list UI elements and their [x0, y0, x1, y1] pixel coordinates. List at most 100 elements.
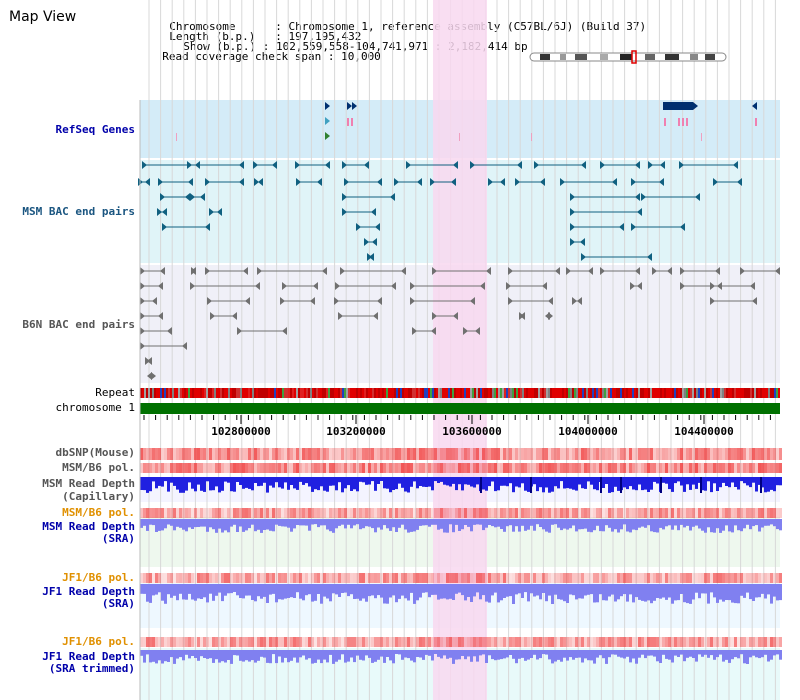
msm-b6-pol-density-cell — [530, 463, 533, 473]
msm-capillary-depth-bar — [353, 477, 356, 490]
msm-sra-depth-bar — [482, 519, 485, 531]
bac-end-marker — [750, 282, 755, 290]
jf1-sra-depth-bar — [647, 584, 650, 601]
jf1-trimmed-depth-bar — [236, 650, 239, 656]
repeat-element — [700, 388, 702, 398]
repeat-element — [206, 388, 208, 398]
jf1-sra-depth-bar — [290, 584, 293, 598]
dbsnp-density-cell — [578, 448, 581, 460]
msm-b6-pol-density-cell — [143, 508, 146, 518]
msm-b6-pol-density-cell — [329, 508, 332, 518]
jf1-b6-pol-density-cell — [470, 573, 473, 583]
msm-capillary-depth-bar — [686, 477, 689, 485]
jf1-b6-pol-density-cell — [236, 573, 239, 583]
bac-end-marker — [338, 312, 343, 320]
repeat-element — [396, 388, 398, 398]
bac-end-marker — [372, 238, 377, 246]
jf1-b6-pol-density-cell — [158, 573, 161, 583]
bac-end-marker — [506, 282, 511, 290]
msm-sra-depth-bar — [287, 519, 290, 528]
jf1-sra-depth-bar — [149, 584, 152, 603]
repeat-element — [346, 388, 348, 398]
msm-b6-pol-density-cell — [140, 508, 143, 518]
jf1-trimmed-depth-bar — [260, 650, 263, 657]
jf1-b6-pol-density-cell — [410, 637, 413, 647]
msm-sra-depth-bar — [671, 519, 674, 530]
repeat-element — [374, 388, 376, 398]
repeat-element — [404, 388, 406, 398]
msm-sra-depth-bar — [608, 519, 611, 528]
jf1-b6-pol-density-cell — [473, 637, 476, 647]
dbsnp-density-cell — [716, 448, 719, 460]
jf1-b6-pol-density-cell — [395, 573, 398, 583]
track-label-msm-bac[interactable]: MSM BAC end pairs — [22, 205, 135, 218]
dbsnp-density-cell — [416, 448, 419, 460]
jf1-b6-pol-density-cell — [272, 573, 275, 583]
jf1-b6-pol-density-cell — [632, 573, 635, 583]
msm-capillary-depth-bar — [698, 477, 701, 483]
jf1-sra-depth-bar — [266, 584, 269, 603]
msm-sra-depth-bar — [368, 519, 371, 527]
msm-b6-pol-density-cell — [488, 463, 491, 473]
dbsnp-density-cell — [371, 448, 374, 460]
track-label-jf1-pol-2: JF1/B6 pol. — [62, 635, 135, 648]
jf1-trimmed-depth-bar — [290, 650, 293, 661]
msm-sra-depth-bar — [386, 519, 389, 529]
msm-b6-pol-density-cell — [407, 463, 410, 473]
repeat-element — [434, 388, 436, 398]
jf1-trimmed-depth-bar — [698, 650, 701, 655]
ideogram-band — [540, 54, 550, 60]
jf1-b6-pol-density-cell — [143, 573, 146, 583]
msm-sra-depth-bar — [476, 519, 479, 525]
axis-tick-label: 102800000 — [211, 425, 271, 438]
repeat-element — [722, 388, 724, 398]
bac-end-marker — [371, 208, 376, 216]
jf1-sra-depth-bar — [212, 584, 215, 601]
jf1-b6-pol-density-cell — [692, 637, 695, 647]
bac-end-marker — [239, 161, 244, 169]
repeat-element — [384, 388, 386, 398]
repeat-element — [546, 388, 548, 398]
jf1-trimmed-depth-bar — [365, 650, 368, 656]
jf1-b6-pol-density-cell — [386, 637, 389, 647]
track-label-b6n-bac[interactable]: B6N BAC end pairs — [22, 318, 135, 331]
msm-capillary-depth-bar — [245, 477, 248, 488]
msm-b6-pol-density-cell — [251, 508, 254, 518]
bac-end-marker — [600, 267, 605, 275]
dbsnp-density-cell — [617, 448, 620, 460]
msm-sra-depth-bar — [500, 519, 503, 529]
jf1-trimmed-depth-bar — [506, 650, 509, 658]
msm-b6-pol-density-cell — [302, 463, 305, 473]
jf1-trimmed-depth-bar — [263, 650, 266, 658]
repeat-element — [678, 388, 680, 398]
jf1-b6-pol-density-cell — [773, 573, 776, 583]
msm-b6-pol-density-cell — [536, 463, 539, 473]
msm-b6-pol-density-cell — [734, 508, 737, 518]
jf1-b6-pol-density-cell — [242, 637, 245, 647]
bac-end-marker — [340, 267, 345, 275]
msm-b6-pol-density-cell — [530, 508, 533, 518]
msm-b6-pol-density-cell — [644, 508, 647, 518]
jf1-sra-depth-bar — [644, 584, 647, 602]
dbsnp-density-cell — [611, 448, 614, 460]
track-label-refseq[interactable]: RefSeq Genes — [55, 123, 135, 136]
repeat-element — [320, 388, 322, 398]
jf1-sra-depth-bar — [239, 584, 242, 598]
repeat-element — [720, 388, 722, 398]
msm-capillary-depth-bar — [212, 477, 215, 491]
dbsnp-density-cell — [695, 448, 698, 460]
repeat-element — [764, 388, 766, 398]
jf1-trimmed-depth-bar — [671, 650, 674, 663]
jf1-b6-pol-density-cell — [299, 573, 302, 583]
jf1-trimmed-depth-bar — [212, 650, 215, 663]
msm-sra-depth-bar — [341, 519, 344, 525]
bac-end-marker — [647, 253, 652, 261]
repeat-element — [210, 388, 212, 398]
jf1-b6-pol-density-cell — [683, 573, 686, 583]
msm-capillary-depth-bar — [749, 477, 752, 488]
msm-sra-depth-bar — [308, 519, 311, 531]
jf1-b6-pol-density-cell — [440, 637, 443, 647]
jf1-sra-depth-bar — [704, 584, 707, 594]
msm-sra-depth-bar — [536, 519, 539, 525]
